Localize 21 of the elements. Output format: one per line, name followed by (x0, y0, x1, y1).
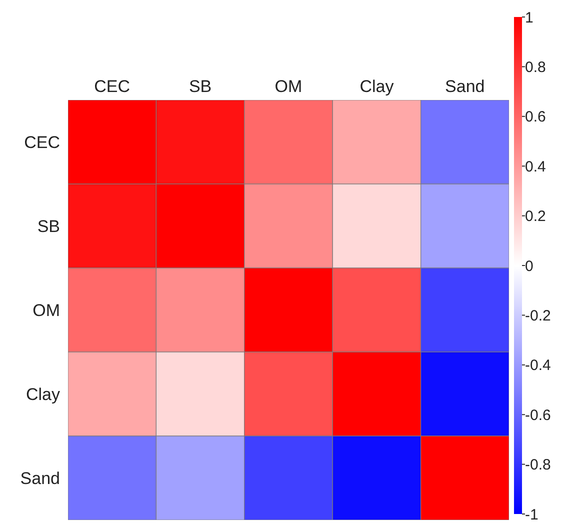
color-bar-label: -1 (525, 506, 538, 524)
color-bar-label: 0.8 (525, 58, 546, 76)
color-bar-label: -0.2 (525, 307, 551, 324)
x-tick-label: Sand (445, 77, 485, 96)
x-tick-label: CEC (94, 77, 130, 96)
y-tick-label: CEC (24, 133, 60, 152)
color-bar-label: 0.2 (525, 208, 546, 226)
color-bar-label: -0.4 (525, 357, 551, 374)
y-tick-label: Sand (20, 469, 60, 488)
color-bar-label: 0 (525, 258, 534, 275)
y-tick-label: OM (32, 301, 60, 320)
color-bar-label: -0.8 (525, 456, 551, 474)
color-bar-label: -0.6 (525, 406, 551, 424)
color-bar-label: 0.6 (525, 108, 546, 126)
x-tick-label: OM (274, 77, 302, 96)
y-tick-label: Clay (26, 385, 60, 404)
y-tick-label: SB (37, 217, 60, 236)
x-tick-label: Clay (360, 77, 394, 96)
color-bar-label: 1 (525, 9, 534, 26)
color-bar-label: 0.4 (525, 158, 546, 176)
x-tick-label: SB (188, 77, 212, 96)
